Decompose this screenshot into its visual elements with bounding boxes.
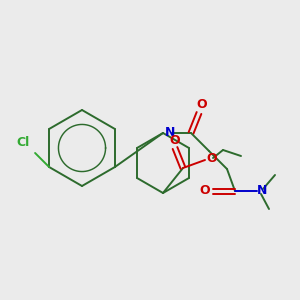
Text: N: N [257,184,267,197]
Text: N: N [165,127,175,140]
Text: Cl: Cl [16,136,30,149]
Text: O: O [207,152,217,166]
Text: O: O [170,134,180,146]
Text: O: O [197,98,207,112]
Text: O: O [200,184,210,197]
